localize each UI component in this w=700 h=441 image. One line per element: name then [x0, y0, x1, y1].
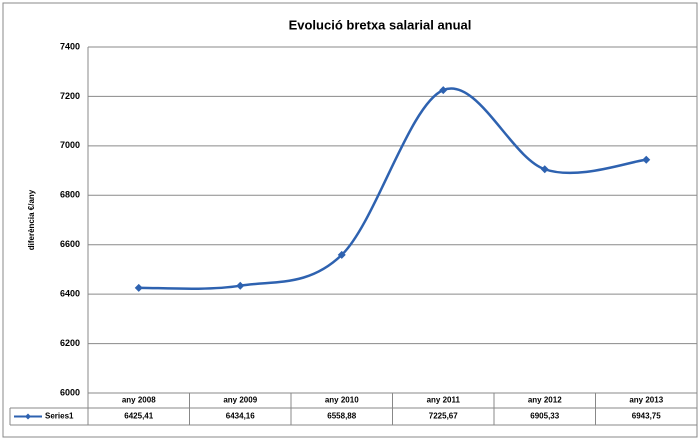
marker [439, 86, 448, 95]
legend-marker [25, 413, 31, 420]
x-tick-label: any 2013 [629, 396, 663, 405]
x-tick-label: any 2009 [223, 396, 257, 405]
table-value: 6905,33 [530, 412, 559, 421]
marker [337, 250, 346, 259]
marker [236, 281, 245, 290]
y-tick-label: 6000 [60, 387, 80, 397]
chart-title: Evolució bretxa salarial anual [289, 17, 472, 32]
y-tick-label: 6600 [60, 239, 80, 249]
y-tick-label: 6400 [60, 289, 80, 299]
x-tick-label: any 2008 [122, 396, 156, 405]
y-tick-label: 7400 [60, 41, 80, 51]
y-tick-label: 6200 [60, 338, 80, 348]
y-tick-label: 7000 [60, 140, 80, 150]
y-tick-label: 7200 [60, 91, 80, 101]
x-tick-label: any 2011 [427, 396, 461, 405]
y-axis-label: diferència €/any [27, 189, 36, 250]
marker [642, 155, 651, 164]
x-tick-label: any 2012 [528, 396, 562, 405]
table-value: 6425,41 [124, 412, 153, 421]
table-value: 6943,75 [632, 412, 661, 421]
table-value: 6434,16 [226, 412, 255, 421]
table-value: 7225,67 [429, 412, 458, 421]
marker [540, 165, 549, 174]
table-value: 6558,88 [327, 412, 356, 421]
x-tick-label: any 2010 [325, 396, 359, 405]
y-tick-label: 6800 [60, 190, 80, 200]
legend-label: Series1 [45, 412, 74, 421]
marker [134, 283, 143, 292]
